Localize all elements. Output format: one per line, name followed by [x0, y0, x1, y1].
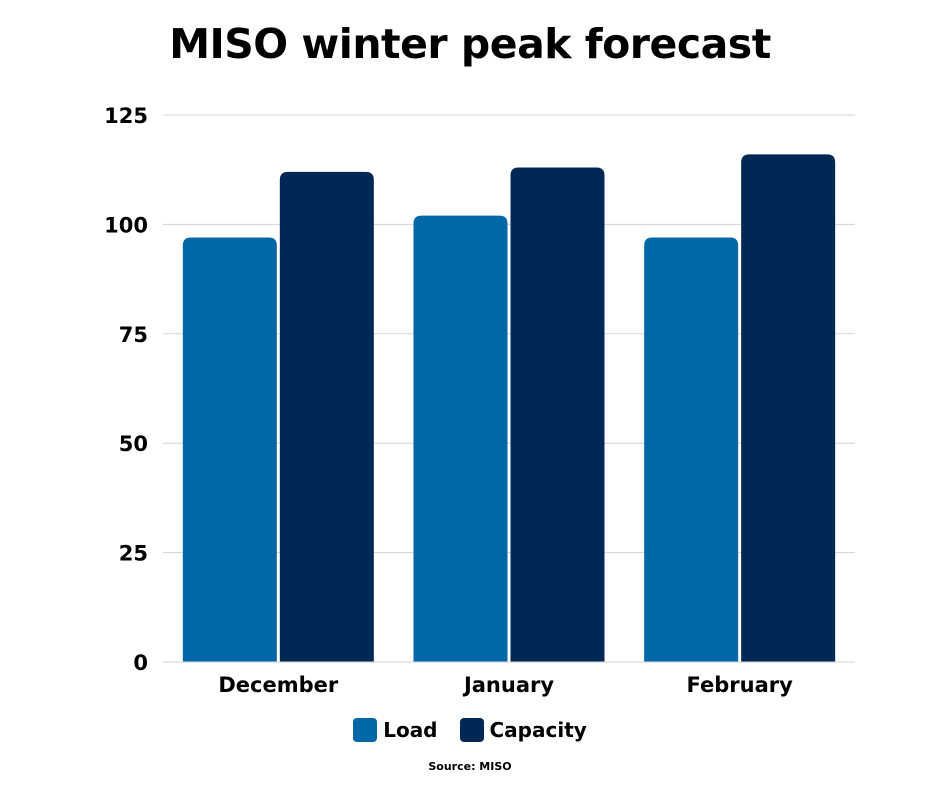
- y-tick-label: 0: [133, 651, 148, 675]
- bar-load-february: [644, 237, 739, 662]
- y-tick-label: 75: [119, 323, 148, 347]
- x-category-label: January: [462, 673, 554, 697]
- y-tick-label: 50: [119, 432, 148, 456]
- x-category-label: February: [687, 673, 794, 697]
- bar-load-december: [182, 237, 277, 662]
- legend-item-load: Load: [353, 718, 438, 742]
- source-note: Source: MISO: [428, 760, 512, 773]
- bar-capacity-february: [741, 154, 836, 662]
- legend-item-capacity: Capacity: [459, 718, 587, 742]
- legend-label-load: Load: [383, 718, 438, 742]
- legend-swatch-load: [353, 718, 378, 742]
- chart-title: MISO winter peak forecast: [169, 20, 771, 68]
- y-tick-label: 100: [104, 213, 148, 237]
- legend: Load Capacity: [0, 718, 940, 742]
- bar-load-january: [413, 215, 508, 662]
- legend-swatch-capacity: [459, 718, 484, 742]
- bar-chart: 0 25 50 75 100 125 December January February: [104, 104, 855, 697]
- y-tick-label: 25: [119, 542, 148, 566]
- x-category-label: December: [218, 673, 339, 697]
- bar-capacity-january: [510, 167, 605, 662]
- bar-capacity-december: [279, 171, 374, 662]
- legend-label-capacity: Capacity: [489, 718, 587, 742]
- y-tick-label: 125: [104, 104, 148, 128]
